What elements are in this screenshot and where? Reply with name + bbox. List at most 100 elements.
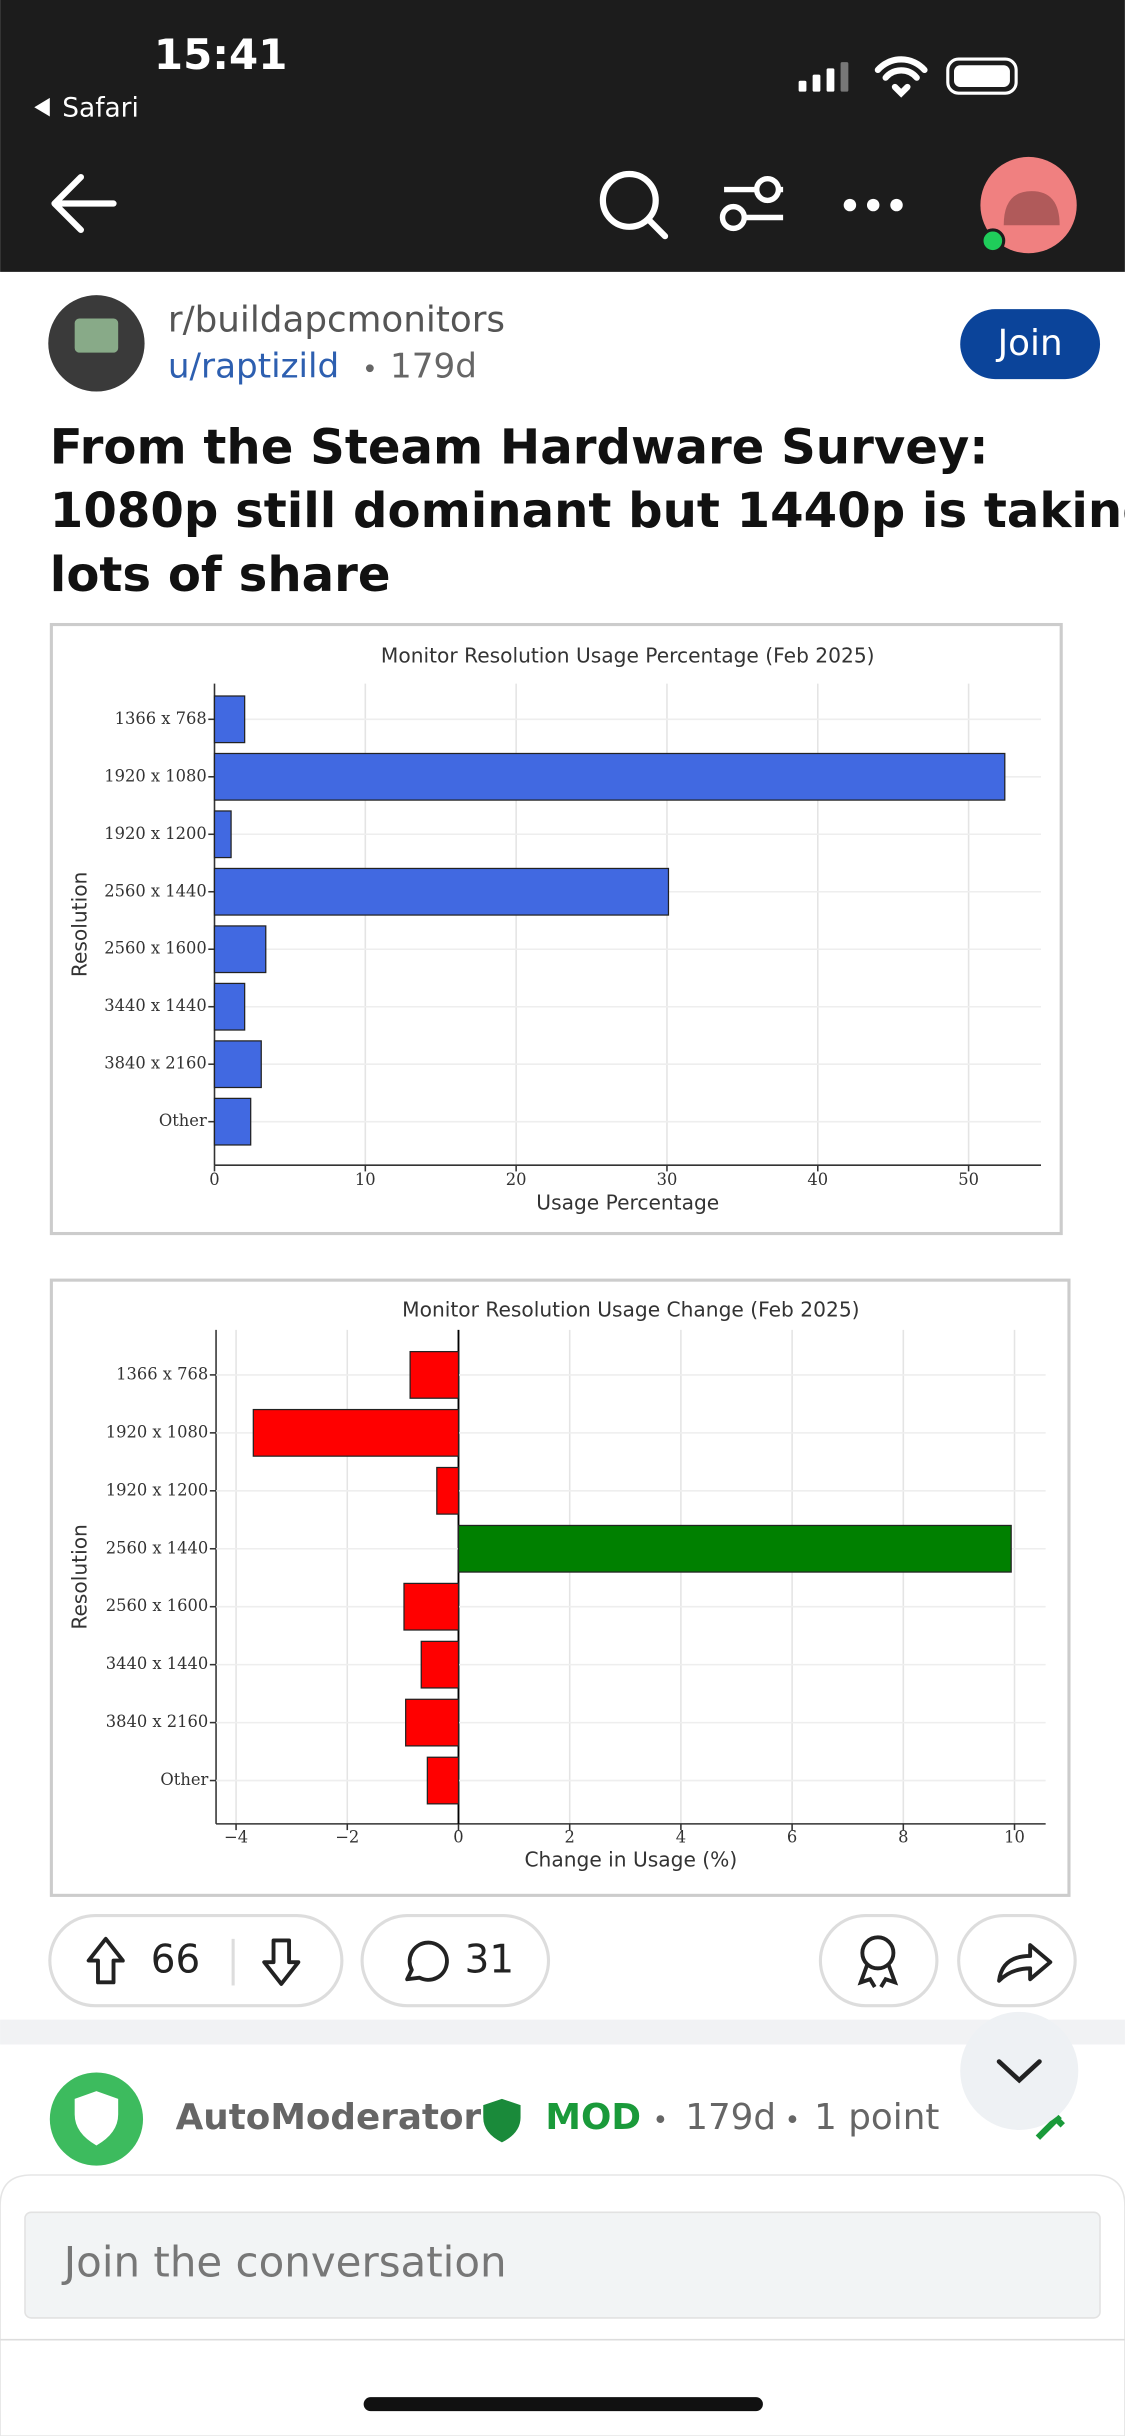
mod-shield bbox=[483, 2098, 521, 2143]
bar bbox=[405, 1698, 460, 1747]
bar bbox=[252, 1408, 460, 1457]
more-button[interactable] bbox=[843, 198, 903, 212]
bar bbox=[213, 1097, 252, 1146]
battery-level bbox=[954, 65, 1010, 87]
x-tick-label: 0 bbox=[453, 1827, 463, 1846]
y-tick-label: 3440 x 1440 bbox=[106, 1654, 209, 1673]
subreddit[interactable]: r/buildapcmonitors bbox=[168, 300, 505, 341]
y-tick-label: 3840 x 2160 bbox=[104, 1054, 207, 1073]
bar bbox=[213, 810, 232, 859]
online-dot bbox=[980, 228, 1006, 254]
comment-input[interactable] bbox=[24, 2211, 1101, 2319]
home-indicator bbox=[363, 2397, 763, 2412]
collapse-button[interactable] bbox=[960, 2011, 1079, 2130]
bar bbox=[403, 1582, 460, 1631]
back-app[interactable]: Safari bbox=[62, 92, 139, 123]
y-tick-label: 1366 x 768 bbox=[116, 1364, 208, 1383]
bar bbox=[409, 1350, 460, 1399]
post-title: lots of share bbox=[50, 547, 391, 603]
x-tick-label: 2 bbox=[565, 1827, 575, 1846]
mod-badge: MOD bbox=[545, 2097, 641, 2138]
y-tick-label: 1920 x 1200 bbox=[106, 1480, 209, 1499]
x-tick-label: 8 bbox=[898, 1827, 908, 1846]
y-tick-label: 3840 x 2160 bbox=[106, 1712, 209, 1731]
downvote-button[interactable] bbox=[262, 1938, 301, 1986]
back-app-arrow[interactable] bbox=[34, 97, 50, 117]
signal-icon bbox=[798, 62, 849, 92]
bar bbox=[213, 982, 246, 1031]
post-title: From the Steam Hardware Survey: bbox=[50, 420, 989, 476]
bar bbox=[213, 867, 670, 916]
avatar-figure bbox=[1003, 191, 1060, 226]
x-tick-label: −4 bbox=[224, 1827, 248, 1846]
chart-title: Monitor Resolution Usage Percentage (Feb… bbox=[381, 644, 875, 668]
wifi-icon bbox=[874, 56, 928, 98]
bar bbox=[420, 1640, 460, 1689]
separator-dot bbox=[788, 2115, 797, 2123]
chevron-icon bbox=[996, 2059, 1042, 2084]
post-age: 179d bbox=[390, 347, 477, 387]
award-button[interactable] bbox=[818, 1914, 939, 2008]
battery-icon bbox=[946, 57, 1018, 95]
bar bbox=[426, 1756, 460, 1805]
section-separator bbox=[0, 2019, 1125, 2045]
separator-dot bbox=[365, 364, 374, 373]
vote-pill bbox=[48, 1914, 344, 2008]
top-bar bbox=[0, 0, 1125, 272]
upvote-button[interactable] bbox=[86, 1936, 125, 1985]
x-tick-label: 50 bbox=[958, 1170, 979, 1189]
x-tick-label: 0 bbox=[209, 1170, 219, 1189]
charts: Monitor Resolution Usage Percentage (Feb… bbox=[67, 644, 1046, 1872]
y-tick-label: 1920 x 1080 bbox=[106, 1422, 209, 1441]
x-tick-label: 10 bbox=[1004, 1827, 1025, 1846]
comment-score: 1 point bbox=[814, 2097, 939, 2138]
comment-count: 31 bbox=[465, 1938, 514, 1983]
share-icon bbox=[997, 1943, 1053, 1983]
y-tick-label: 2560 x 1600 bbox=[104, 939, 207, 958]
y-tick-label: 2560 x 1440 bbox=[106, 1538, 209, 1557]
subreddit-icon-screen bbox=[74, 318, 119, 353]
comment-icon bbox=[405, 1940, 449, 1982]
comments-button[interactable] bbox=[360, 1914, 551, 2008]
x-tick-label: 40 bbox=[807, 1170, 828, 1189]
x-tick-label: 4 bbox=[676, 1827, 686, 1846]
bar bbox=[213, 695, 246, 744]
comment-author[interactable]: AutoModerator bbox=[176, 2097, 482, 2138]
join-button[interactable] bbox=[960, 309, 1101, 380]
y-tick-label: 1920 x 1080 bbox=[104, 766, 207, 785]
share-button[interactable] bbox=[957, 1914, 1077, 2008]
author[interactable]: u/raptizild bbox=[168, 347, 339, 387]
y-tick-label: 3440 x 1440 bbox=[104, 996, 207, 1015]
bar bbox=[436, 1466, 460, 1515]
back-button[interactable] bbox=[51, 174, 117, 234]
post-title: 1080p still dominant but 1440p is taking bbox=[50, 483, 1125, 539]
y-tick-label: 2560 x 1600 bbox=[106, 1596, 209, 1615]
x-axis-label: Usage Percentage bbox=[536, 1191, 719, 1215]
chart-frame bbox=[49, 1278, 1071, 1897]
bar bbox=[213, 752, 1006, 801]
x-tick-label: 30 bbox=[657, 1170, 678, 1189]
y-tick-label: Other bbox=[160, 1770, 208, 1789]
shield-icon bbox=[74, 2091, 119, 2146]
filter-button[interactable] bbox=[719, 175, 784, 232]
separator-dot bbox=[656, 2115, 665, 2123]
bar bbox=[213, 1040, 262, 1089]
join-label[interactable]: Join bbox=[996, 323, 1063, 364]
x-tick-label: 20 bbox=[506, 1170, 527, 1189]
y-tick-label: 2560 x 1440 bbox=[104, 881, 207, 900]
chart-title: Monitor Resolution Usage Change (Feb 202… bbox=[402, 1298, 859, 1322]
y-tick-label: Other bbox=[159, 1111, 207, 1130]
vote-count: 66 bbox=[151, 1938, 200, 1983]
comment-age: 179d bbox=[685, 2097, 776, 2138]
award-icon bbox=[857, 1935, 899, 1989]
x-tick-label: 10 bbox=[355, 1170, 376, 1189]
x-tick-label: 6 bbox=[787, 1827, 797, 1846]
bar bbox=[213, 925, 267, 974]
input-placeholder[interactable]: Join the conversation bbox=[61, 2238, 507, 2287]
search-button[interactable] bbox=[599, 170, 669, 240]
y-tick-label: 1366 x 768 bbox=[115, 709, 207, 728]
x-axis-label: Change in Usage (%) bbox=[524, 1848, 737, 1872]
bar bbox=[457, 1524, 1012, 1573]
x-tick-label: −2 bbox=[335, 1827, 359, 1846]
